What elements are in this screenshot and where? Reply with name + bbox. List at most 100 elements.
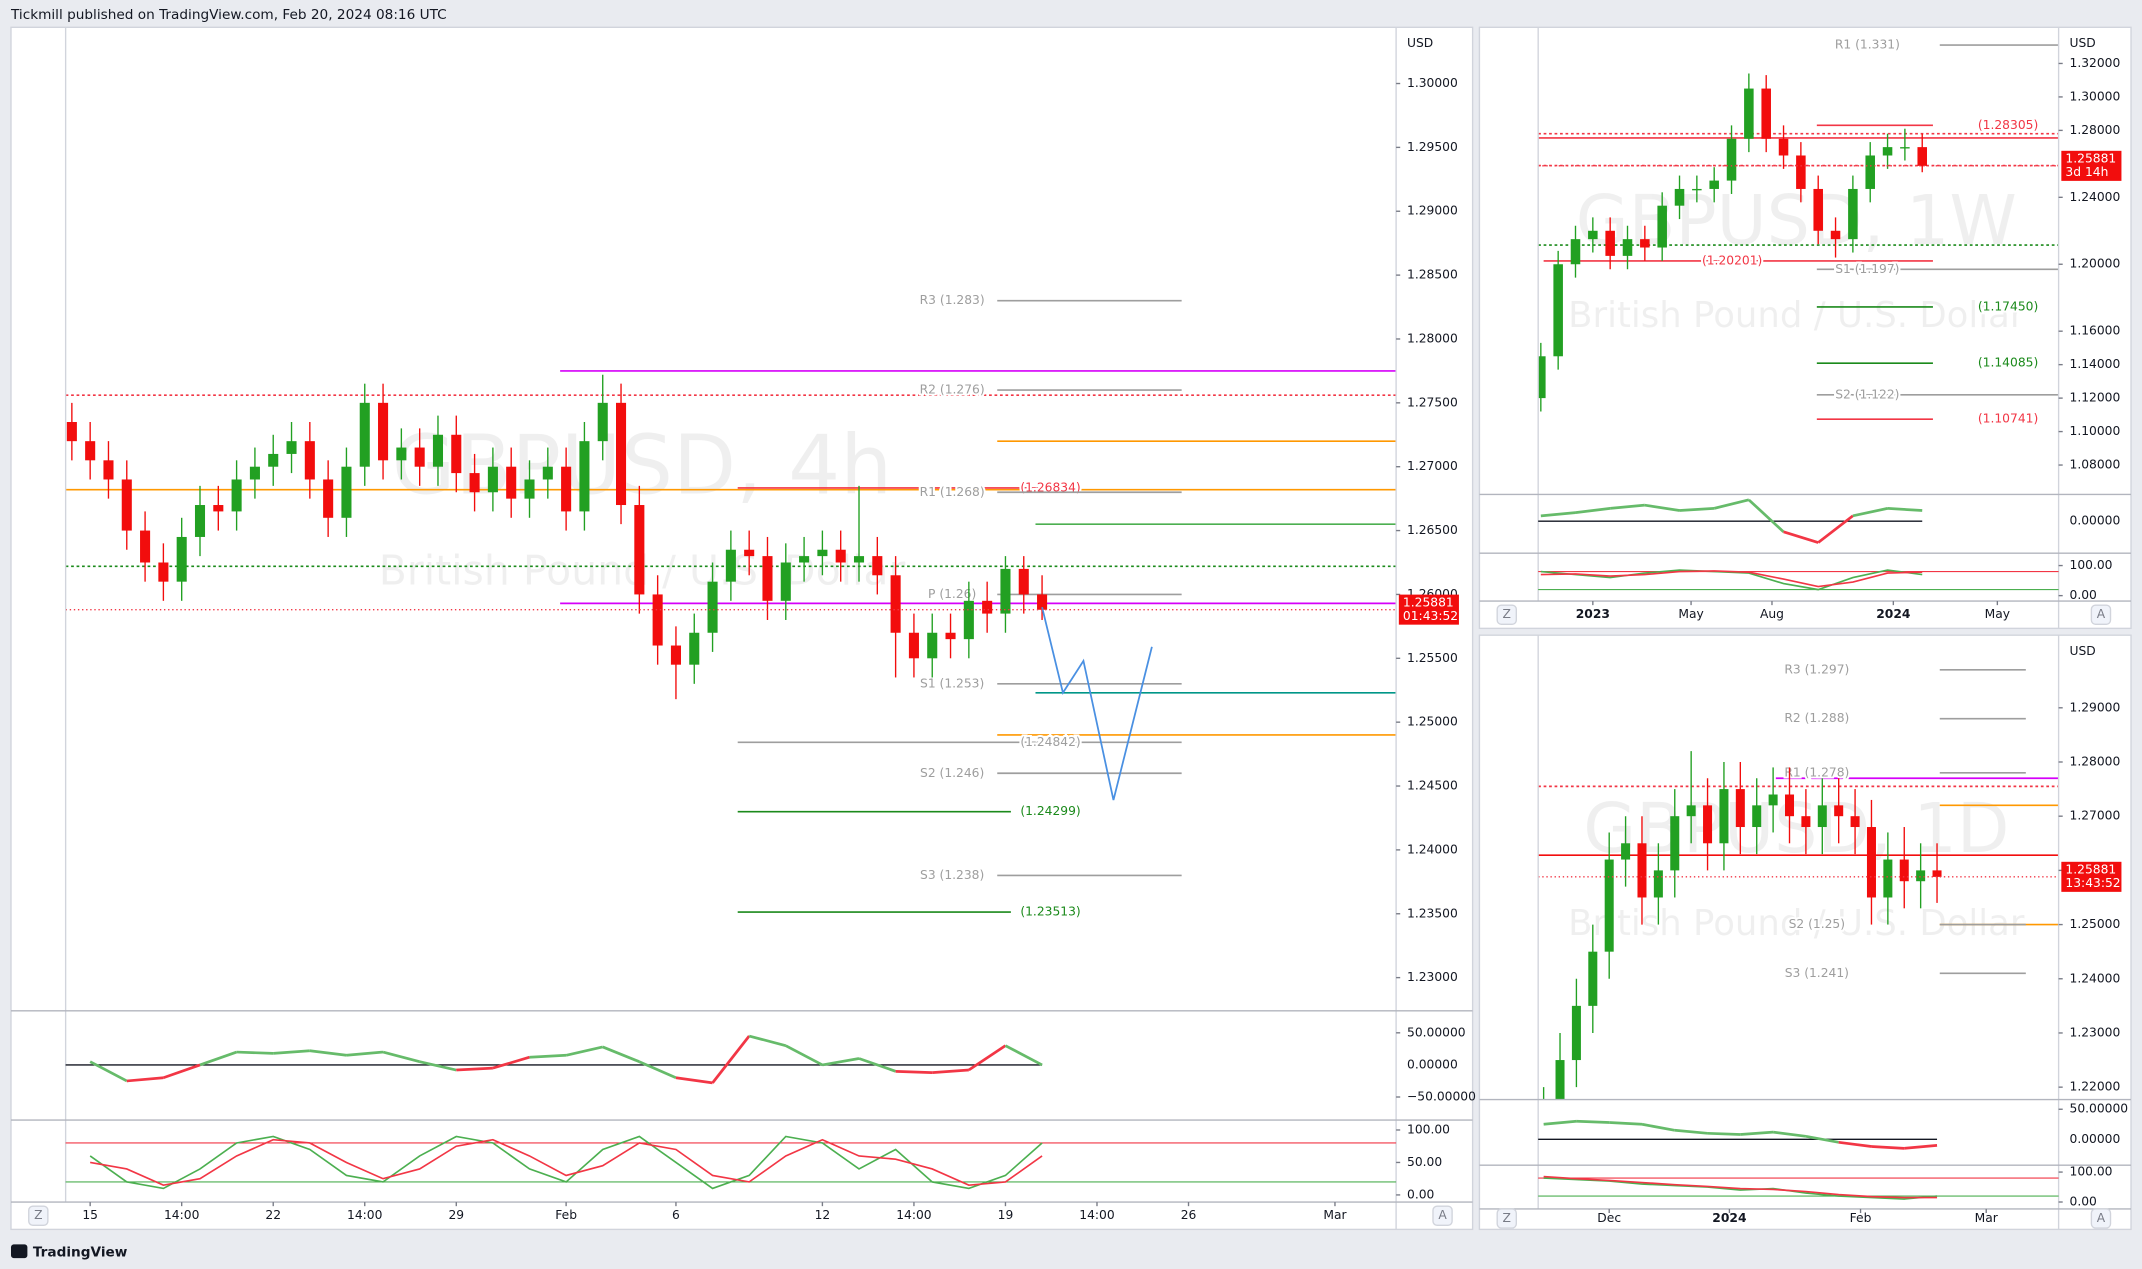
projection-path	[1041, 606, 1153, 801]
candle-body	[1622, 239, 1633, 256]
candle-body	[744, 549, 755, 557]
x-tick-label: 14:00	[1079, 1208, 1114, 1222]
candle-body	[1865, 155, 1875, 189]
candle-body	[707, 581, 718, 633]
candle-body	[982, 600, 993, 614]
last-price-label: 1.25881	[2065, 863, 2116, 877]
candle-body	[1657, 205, 1667, 248]
level-label: (1.17450)	[1978, 299, 2038, 313]
candle-body	[1744, 88, 1754, 139]
stoch-tick-label: 0.00	[2070, 588, 2097, 602]
last-price-tag	[1398, 594, 1459, 625]
stoch-tick-label: 50.00	[1407, 1155, 1442, 1169]
scale-button-label[interactable]: Z	[1503, 1211, 1511, 1225]
y-tick-label: 1.29500	[1407, 140, 1458, 154]
scale-button[interactable]: Z	[1496, 604, 1517, 625]
scale-button[interactable]: Z	[1496, 1208, 1517, 1229]
candle-body	[1848, 188, 1858, 240]
watermark-symbol: GBPUSD, 1D	[1583, 790, 2009, 869]
osc-segment	[895, 1069, 933, 1074]
candle-body	[1000, 568, 1011, 614]
scale-button[interactable]: A	[2090, 1208, 2112, 1229]
scale-button-bg[interactable]	[1432, 1205, 1453, 1226]
osc-segment	[492, 1055, 530, 1070]
scale-button-label[interactable]: Z	[34, 1208, 42, 1222]
y-tick-label: 1.30000	[1407, 76, 1458, 90]
osc-segment	[126, 1076, 164, 1083]
logo: TradingView	[10, 1244, 128, 1261]
candle-body	[341, 466, 352, 518]
y-tick-label: 1.16000	[2070, 324, 2121, 338]
scale-button-bg[interactable]	[2090, 604, 2112, 625]
y-tick-label: 1.24000	[2070, 971, 2121, 985]
osc-segment	[1644, 503, 1680, 512]
candle-body	[1916, 870, 1926, 882]
candle-body	[1538, 356, 1546, 399]
osc-segment	[199, 1050, 238, 1067]
last-price-tag	[2061, 861, 2122, 892]
candle-body	[597, 402, 608, 442]
candle-body	[414, 447, 425, 467]
stoch-line	[1543, 1175, 1938, 1199]
scale-button-bg[interactable]	[1496, 1208, 1517, 1229]
candle-body	[579, 441, 590, 512]
scale-button-bg[interactable]	[2090, 1208, 2112, 1229]
osc-segment	[273, 1049, 310, 1055]
plot-area: GBPUSD, 1D British Pound / U.S. Dollar R3 …	[1538, 660, 2059, 1100]
scale-button-label[interactable]: A	[1438, 1208, 1447, 1222]
scale-button-bg[interactable]	[28, 1205, 49, 1226]
x-tick-label: Aug	[1760, 607, 1784, 621]
osc-segment	[1817, 514, 1854, 544]
candle-body	[872, 556, 883, 576]
scale-button[interactable]: A	[1432, 1205, 1453, 1226]
candle-body	[1801, 816, 1811, 828]
x-tick-label: May	[1985, 607, 2010, 621]
candle-body	[1834, 805, 1844, 817]
osc-segment	[602, 1045, 640, 1063]
candle-body	[652, 594, 663, 646]
candle-body	[780, 562, 791, 601]
stoch-tick-label: 100.00	[2070, 558, 2113, 572]
candle-body	[249, 466, 260, 480]
osc-segment	[346, 1050, 384, 1057]
scale-button-label[interactable]: A	[2097, 607, 2106, 621]
logo-text: TradingView	[33, 1245, 128, 1261]
osc-segment	[1609, 1121, 1643, 1126]
x-tick-label: Feb	[1850, 1211, 1872, 1225]
candle-body	[1850, 816, 1860, 828]
candle-body	[945, 632, 956, 640]
level-label: P (1.26)	[928, 587, 976, 601]
osc-segment	[89, 1060, 128, 1083]
candle-body	[158, 562, 169, 582]
scale-button-bg[interactable]	[1496, 604, 1517, 625]
osc-segment	[748, 1034, 787, 1047]
osc-segment	[638, 1060, 677, 1079]
osc-segment	[822, 1057, 860, 1067]
scale-button-label[interactable]: A	[2097, 1211, 2106, 1225]
scale-button[interactable]: Z	[28, 1205, 49, 1226]
candle-body	[1830, 230, 1841, 240]
candle-body	[835, 549, 846, 563]
osc-segment	[1783, 530, 1819, 544]
candle-body	[1692, 188, 1702, 191]
level-label: S1 (1.197)	[1835, 262, 1899, 276]
level-label: (1.23513)	[1020, 905, 1080, 919]
y-tick-label: 1.23500	[1407, 906, 1458, 920]
osc-segment	[1740, 1130, 1774, 1136]
candle-body	[1637, 843, 1647, 898]
countdown-label: 01:43:52	[1403, 609, 1458, 623]
level-label: S2 (1.246)	[920, 766, 984, 780]
scale-button[interactable]: A	[2090, 604, 2112, 625]
level-label: R3 (1.283)	[920, 293, 985, 307]
currency-label: USD	[2070, 644, 2096, 658]
level-label: S2 (1.25)	[1789, 917, 1845, 931]
candle-body	[451, 434, 462, 474]
level-label: R2 (1.276)	[920, 383, 985, 397]
candle-body	[1882, 147, 1893, 156]
level-label: (1.14085)	[1978, 356, 2038, 370]
scale-button-label[interactable]: Z	[1503, 607, 1511, 621]
candle-body	[1653, 870, 1663, 898]
stoch-line	[90, 1138, 1043, 1187]
osc-segment	[1772, 1130, 1807, 1138]
